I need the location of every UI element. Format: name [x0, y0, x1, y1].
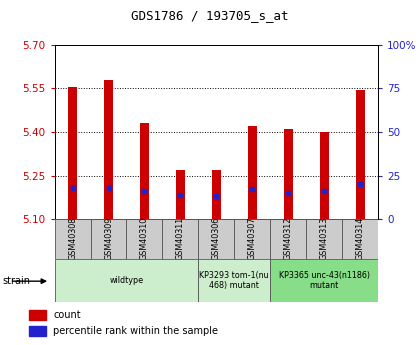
Bar — [55, 219, 91, 259]
Text: GDS1786 / 193705_s_at: GDS1786 / 193705_s_at — [131, 9, 289, 22]
Bar — [126, 219, 163, 259]
Bar — [284, 129, 293, 219]
Bar — [55, 259, 198, 302]
Bar — [270, 219, 306, 259]
Bar — [29, 310, 46, 320]
Bar — [91, 219, 126, 259]
Text: GSM40311: GSM40311 — [176, 217, 185, 260]
Bar — [320, 132, 328, 219]
Bar — [163, 219, 198, 259]
Text: percentile rank within the sample: percentile rank within the sample — [53, 326, 218, 336]
Bar — [29, 326, 46, 336]
Bar — [342, 219, 378, 259]
Bar — [234, 219, 270, 259]
Text: GSM40306: GSM40306 — [212, 217, 221, 260]
Text: wildtype: wildtype — [109, 276, 144, 285]
Bar — [248, 126, 257, 219]
Text: GSM40310: GSM40310 — [140, 217, 149, 260]
Text: GSM40309: GSM40309 — [104, 216, 113, 260]
Bar — [212, 170, 221, 219]
Text: GSM40307: GSM40307 — [248, 216, 257, 260]
Bar — [356, 90, 365, 219]
Bar — [104, 80, 113, 219]
Text: strain: strain — [2, 276, 30, 286]
Text: KP3293 tom-1(nu
468) mutant: KP3293 tom-1(nu 468) mutant — [200, 270, 269, 290]
Bar — [68, 87, 77, 219]
Text: GSM40308: GSM40308 — [68, 217, 77, 260]
Text: GSM40312: GSM40312 — [284, 216, 293, 260]
Bar — [306, 219, 342, 259]
Bar — [198, 259, 270, 302]
Text: GSM40313: GSM40313 — [320, 217, 328, 260]
Bar — [198, 219, 234, 259]
Text: GSM40314: GSM40314 — [356, 217, 365, 260]
Bar — [140, 123, 149, 219]
Bar — [176, 170, 185, 219]
Text: count: count — [53, 310, 81, 320]
Text: KP3365 unc-43(n1186)
mutant: KP3365 unc-43(n1186) mutant — [278, 270, 370, 290]
Bar — [270, 259, 378, 302]
